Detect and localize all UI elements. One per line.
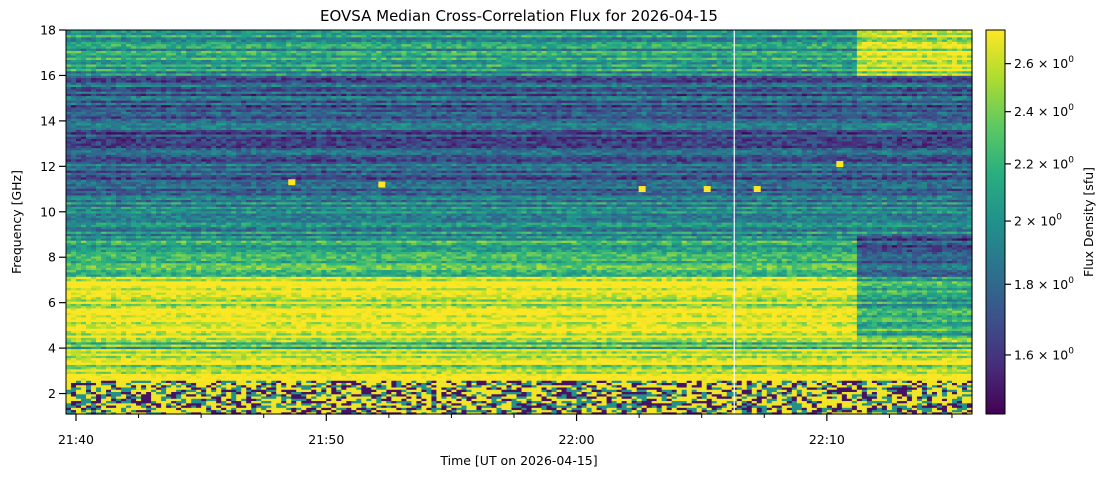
plot-area (66, 30, 973, 415)
spectrogram-heatmap (66, 30, 973, 415)
chart-title: EOVSA Median Cross-Correlation Flux for … (320, 7, 718, 25)
spectrogram-figure: EOVSA Median Cross-Correlation Flux for … (0, 0, 1107, 477)
